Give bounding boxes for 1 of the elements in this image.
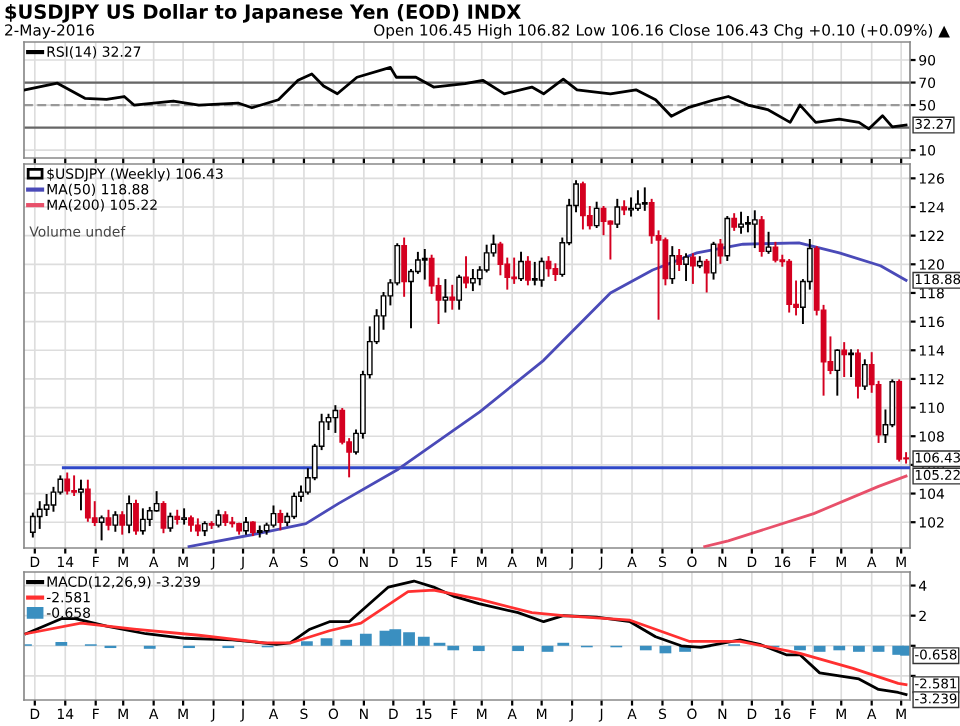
chart-title: $USDJPY US Dollar to Japanese Yen (EOD) INDX xyxy=(5,4,521,23)
